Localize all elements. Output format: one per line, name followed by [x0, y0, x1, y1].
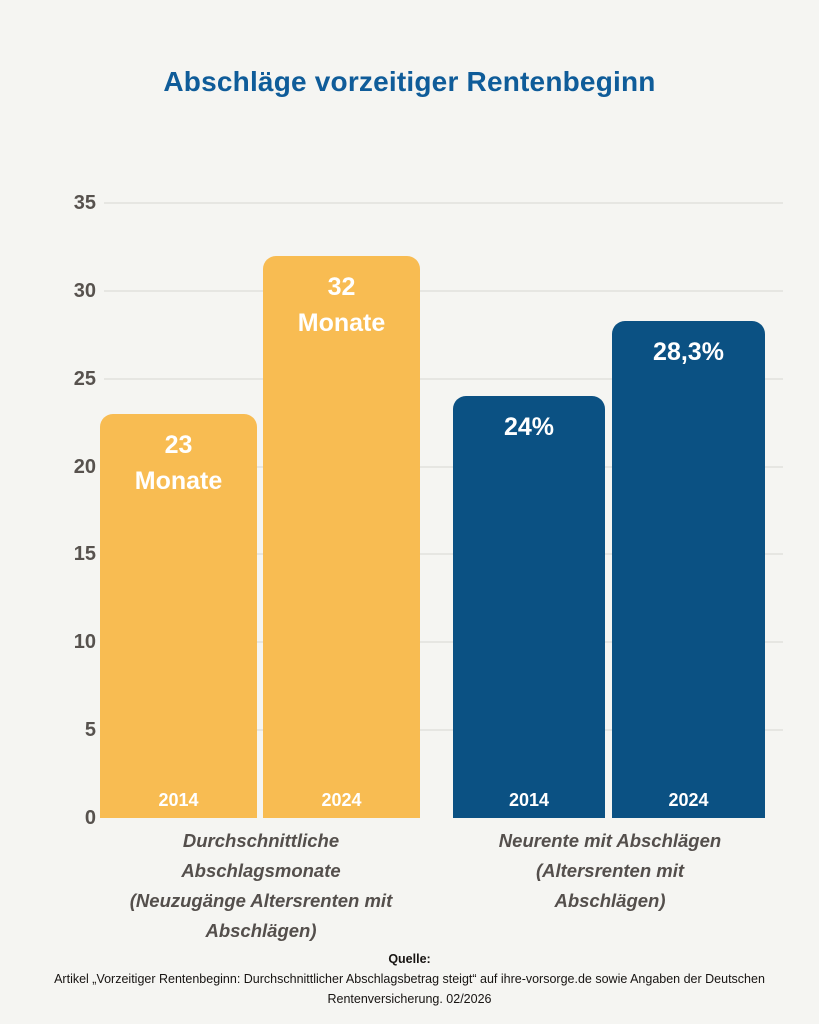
y-axis-tick-label: 15 [73, 543, 96, 566]
bar-year-label: 2014 [508, 789, 550, 810]
y-axis-tick-label: 20 [73, 455, 96, 478]
category-label-neurente: Neurente mit Abschlägen (Altersrenten mi… [444, 826, 776, 916]
bar-group2-2014: 24% 2014 [453, 396, 605, 818]
source-heading: Quelle: [388, 952, 431, 966]
y-axis-tick-label: 0 [84, 807, 96, 829]
bar-value-label: 28,3% [653, 337, 724, 366]
y-axis-tick-label: 25 [73, 367, 96, 390]
y-axis-tick-label: 35 [73, 192, 96, 214]
chart-title: Abschläge vorzeitiger Rentenbeginn [163, 66, 656, 97]
y-axis-tick-label: 5 [84, 719, 96, 742]
gridline [104, 289, 783, 292]
category-label-line: Neurente mit Abschlägen [498, 830, 722, 851]
category-label-line: Abschlagsmonate [181, 860, 341, 881]
gridline [104, 202, 783, 204]
source-line: Artikel „Vorzeitiger Rentenbeginn: Durch… [54, 972, 765, 986]
category-label-abschlagsmonate: Durchschnittliche Abschlagsmonate (Neuzu… [100, 826, 422, 946]
bar-year-label: 2024 [668, 789, 709, 810]
bar-group1-2014: 23 Monate 2014 [100, 413, 257, 818]
gridline [104, 377, 783, 380]
gridline [104, 553, 783, 556]
gridline [104, 729, 783, 732]
bar-group1-2024: 32 Monate 2024 [263, 255, 420, 818]
category-label-line: Durchschnittliche [182, 830, 340, 851]
y-axis-tick-label: 30 [73, 279, 96, 302]
category-label-line: (Altersrenten mit [535, 860, 685, 881]
bar-value-label: 23 Monate [134, 430, 223, 495]
bar-value-label: 24% [503, 413, 555, 442]
category-label-line: Abschlägen) [554, 890, 666, 911]
source-note: Quelle: Artikel „Vorzeitiger Rentenbegin… [0, 949, 819, 1009]
bar-year-label: 2024 [321, 789, 362, 810]
source-line: Rentenversicherung. 02/2026 [327, 992, 492, 1006]
gridline [104, 641, 783, 644]
y-axis-tick-label: 10 [73, 631, 96, 654]
gridline [104, 465, 783, 468]
bar-year-label: 2014 [158, 789, 199, 810]
bar-value-label: 32 Monate [297, 272, 386, 337]
bar-group2-2024: 28,3% 2024 [612, 320, 765, 818]
category-label-line: (Neuzugänge Altersrenten mit [129, 890, 393, 911]
category-label-line: Abschlägen) [205, 920, 317, 941]
